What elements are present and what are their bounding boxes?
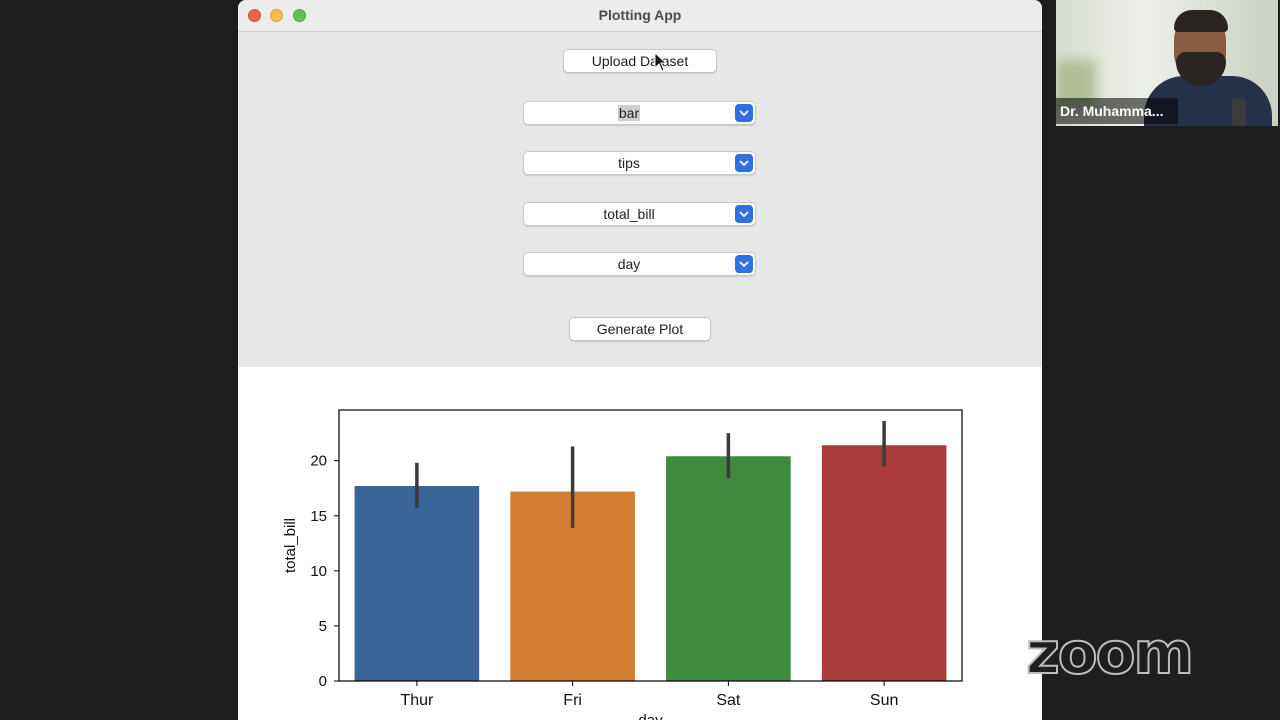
y-tick-label: 15: [310, 508, 327, 525]
zoom-logo: zoom: [1025, 619, 1195, 687]
chevron-down-icon: [735, 104, 753, 122]
bar-sun: [821, 445, 947, 681]
bar-thur: [354, 486, 480, 681]
plotting-app-window: Plotting App Upload Dataset bar tips tot…: [238, 0, 1042, 720]
window-title: Plotting App: [598, 7, 682, 23]
y-tick-label: 0: [319, 673, 327, 690]
close-window-button[interactable]: [248, 9, 261, 22]
y-axis-label: total_bill: [282, 518, 299, 573]
upload-dataset-button[interactable]: Upload Dataset: [563, 49, 717, 73]
dataset-select[interactable]: tips: [523, 151, 756, 175]
microphone: [1232, 98, 1246, 126]
generate-plot-button[interactable]: Generate Plot: [569, 317, 711, 341]
participant-name: Dr. Muhamma...: [1056, 98, 1178, 124]
chevron-down-icon: [735, 255, 753, 273]
bar-sat: [666, 456, 791, 681]
x-axis-label: day: [638, 712, 663, 720]
x-column-value: day: [617, 256, 641, 272]
plot-type-value: bar: [617, 105, 641, 121]
y-tick-label: 5: [319, 618, 327, 635]
y-column-value: total_bill: [603, 206, 655, 222]
dataset-value: tips: [618, 155, 640, 171]
chevron-down-icon: [735, 154, 753, 172]
x-tick-label: Fri: [563, 692, 582, 709]
minimize-window-button[interactable]: [270, 9, 283, 22]
y-tick-label: 20: [310, 453, 327, 470]
x-column-select[interactable]: day: [523, 252, 756, 276]
title-bar: Plotting App: [238, 0, 1042, 32]
maximize-window-button[interactable]: [293, 9, 306, 22]
participant-video[interactable]: Dr. Muhamma...: [1056, 0, 1278, 126]
x-tick-label: Sun: [870, 692, 898, 709]
axes-frame: [338, 409, 963, 682]
mouse-pointer-icon: [654, 52, 668, 72]
x-tick-label: Thur: [400, 692, 434, 709]
y-column-select[interactable]: total_bill: [523, 202, 756, 226]
x-tick-label: Sat: [716, 692, 741, 709]
controls-panel: Upload Dataset bar tips total_bill day: [238, 32, 1042, 367]
y-tick-label: 10: [310, 563, 327, 580]
chevron-down-icon: [735, 205, 753, 223]
plot-type-select[interactable]: bar: [523, 101, 756, 125]
